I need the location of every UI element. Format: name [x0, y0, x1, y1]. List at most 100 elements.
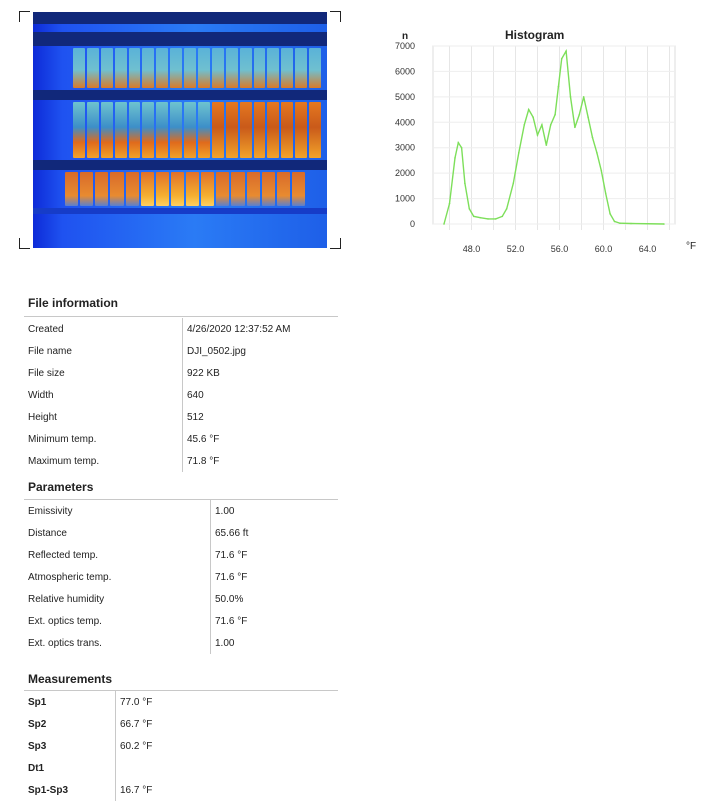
parameters-title: Parameters — [28, 480, 94, 494]
table-row: Ext. optics temp. 71.6 °F — [24, 610, 252, 632]
histogram-point — [600, 169, 603, 172]
histogram-point — [604, 192, 607, 195]
panel-cell — [198, 102, 210, 158]
panel-cell — [239, 102, 252, 158]
solar-panel-row — [65, 172, 305, 206]
row-label: File name — [24, 340, 183, 362]
row-value: DJI_0502.jpg — [187, 345, 246, 357]
x-tick-label: 56.0 — [551, 244, 569, 254]
table-row: Relative humidity 50.0% — [24, 588, 252, 610]
panel-cell — [170, 172, 184, 206]
panel-cell — [65, 172, 79, 206]
row-value: 4/26/2020 12:37:52 AM — [187, 323, 291, 335]
row-value: 1.00 — [215, 637, 235, 649]
y-tick-label: 4000 — [395, 117, 415, 127]
histogram-point — [565, 50, 567, 52]
histogram-point — [479, 216, 482, 219]
row-value: 640 — [187, 389, 204, 401]
table-row: Distance 65.66 ft — [24, 522, 252, 544]
file-information-title: File information — [28, 296, 118, 310]
row-label: Ext. optics trans. — [24, 632, 211, 654]
row-label: Height — [24, 406, 183, 428]
crop-corner-icon[interactable] — [330, 238, 341, 249]
histogram-point — [460, 146, 463, 149]
row-label: Created — [24, 318, 183, 340]
row-value: 512 — [187, 411, 204, 423]
row-label: Ext. optics temp. — [24, 610, 211, 632]
panel-cell — [291, 172, 305, 206]
panel-cell — [170, 48, 183, 88]
crop-corner-icon[interactable] — [330, 11, 341, 22]
row-label: Reflected temp. — [24, 544, 211, 566]
x-tick-label: 64.0 — [639, 244, 657, 254]
panel-cell — [239, 48, 252, 88]
histogram-point — [609, 213, 611, 215]
table-row: Width 640 — [24, 384, 294, 406]
solar-panel-row — [73, 102, 322, 158]
histogram-point — [574, 126, 576, 129]
panel-cell — [128, 102, 141, 158]
measurements-table: Sp1 77.0 °F Sp2 66.7 °F Sp3 60.2 °F Dt1 Sp1-Sp3… — [24, 691, 156, 801]
panel-cell — [73, 102, 85, 158]
panel-cell — [114, 48, 127, 88]
row-value — [116, 757, 157, 779]
x-tick-label: 60.0 — [595, 244, 613, 254]
panel-cell — [201, 172, 215, 206]
panel-cell — [198, 48, 210, 88]
panel-cell — [170, 102, 183, 158]
row-label: Emissivity — [24, 500, 211, 522]
table-row: Sp2 66.7 °F — [24, 713, 156, 735]
divider — [24, 690, 338, 691]
histogram-point — [468, 207, 471, 210]
panel-cell — [142, 102, 155, 158]
histogram-point — [527, 108, 530, 111]
row-value: 45.6 °F — [187, 433, 220, 445]
crop-corner-icon[interactable] — [19, 238, 30, 249]
panel-cell — [142, 48, 155, 88]
divider — [24, 316, 338, 317]
histogram-point — [569, 96, 572, 98]
parameters-table: Emissivity 1.00 Distance 65.66 ft Reflected … — [24, 500, 252, 654]
row-label: Sp2 — [24, 713, 116, 735]
panel-cell — [156, 48, 169, 88]
histogram-point — [454, 157, 456, 159]
panel-cell — [100, 48, 113, 88]
row-value: 50.0% — [215, 593, 244, 605]
y-tick-label: 1000 — [395, 194, 415, 204]
histogram-point — [541, 124, 543, 126]
histogram-point — [578, 113, 581, 116]
table-row: Sp1 77.0 °F — [24, 691, 156, 713]
histogram-point — [523, 124, 526, 126]
crop-corner-icon[interactable] — [19, 11, 30, 22]
histogram-point — [472, 215, 475, 218]
histogram-point — [646, 222, 649, 225]
row-value: 60.2 °F — [120, 740, 153, 752]
histogram-point — [545, 144, 548, 146]
histogram-point — [663, 223, 665, 225]
row-value: 1.00 — [215, 505, 235, 517]
panel-cell — [211, 48, 224, 88]
panel-cell — [80, 172, 94, 206]
histogram-point — [494, 218, 497, 220]
measurements-title: Measurements — [28, 672, 113, 686]
file-information-table: Created 4/26/2020 12:37:52 AM File name DJI… — [24, 318, 294, 472]
table-row: Sp3 60.2 °F — [24, 735, 156, 757]
histogram-point — [619, 222, 621, 225]
panel-cell — [309, 48, 322, 88]
histogram-point — [464, 182, 466, 185]
histogram-series-line — [443, 48, 665, 225]
panel-cell — [267, 48, 280, 88]
plot-frame — [432, 45, 676, 225]
table-row: Ext. optics trans. 1.00 — [24, 632, 252, 654]
panel-cell — [253, 48, 266, 88]
panel-cell — [309, 102, 322, 158]
histogram-point — [582, 96, 585, 98]
histogram-title: Histogram — [505, 28, 565, 42]
panel-cell — [114, 102, 127, 158]
x-tick-label: 52.0 — [507, 244, 525, 254]
panel-cell — [295, 48, 308, 88]
row-value: 71.6 °F — [215, 571, 248, 583]
thermal-image-frame — [19, 11, 341, 249]
panel-cell — [184, 48, 197, 88]
row-label: Sp1-Sp3 — [24, 779, 116, 801]
